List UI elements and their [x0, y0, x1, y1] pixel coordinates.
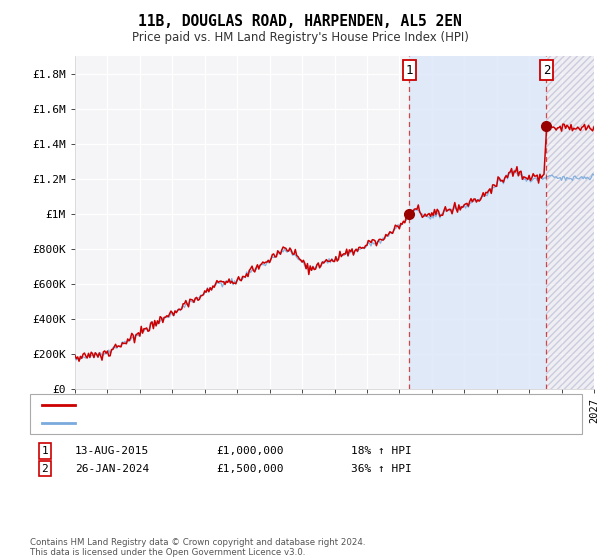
Text: 1: 1 — [41, 446, 49, 456]
Text: Contains HM Land Registry data © Crown copyright and database right 2024.
This d: Contains HM Land Registry data © Crown c… — [30, 538, 365, 557]
Bar — [547, 56, 594, 389]
Text: 36% ↑ HPI: 36% ↑ HPI — [351, 464, 412, 474]
Text: 11B, DOUGLAS ROAD, HARPENDEN, AL5 2EN: 11B, DOUGLAS ROAD, HARPENDEN, AL5 2EN — [138, 14, 462, 29]
Text: £1,500,000: £1,500,000 — [216, 464, 284, 474]
Text: £1,000,000: £1,000,000 — [216, 446, 284, 456]
Text: 13-AUG-2015: 13-AUG-2015 — [75, 446, 149, 456]
Bar — [547, 56, 594, 389]
Text: Price paid vs. HM Land Registry's House Price Index (HPI): Price paid vs. HM Land Registry's House … — [131, 31, 469, 44]
Bar — [409, 56, 547, 389]
Text: 18% ↑ HPI: 18% ↑ HPI — [351, 446, 412, 456]
Text: 1: 1 — [406, 63, 413, 77]
Text: HPI: Average price, detached house, St Albans: HPI: Average price, detached house, St A… — [81, 418, 351, 428]
Text: 2: 2 — [543, 63, 550, 77]
Text: 26-JAN-2024: 26-JAN-2024 — [75, 464, 149, 474]
Text: 2: 2 — [41, 464, 49, 474]
Text: 11B, DOUGLAS ROAD, HARPENDEN, AL5 2EN (detached house): 11B, DOUGLAS ROAD, HARPENDEN, AL5 2EN (d… — [81, 400, 405, 410]
